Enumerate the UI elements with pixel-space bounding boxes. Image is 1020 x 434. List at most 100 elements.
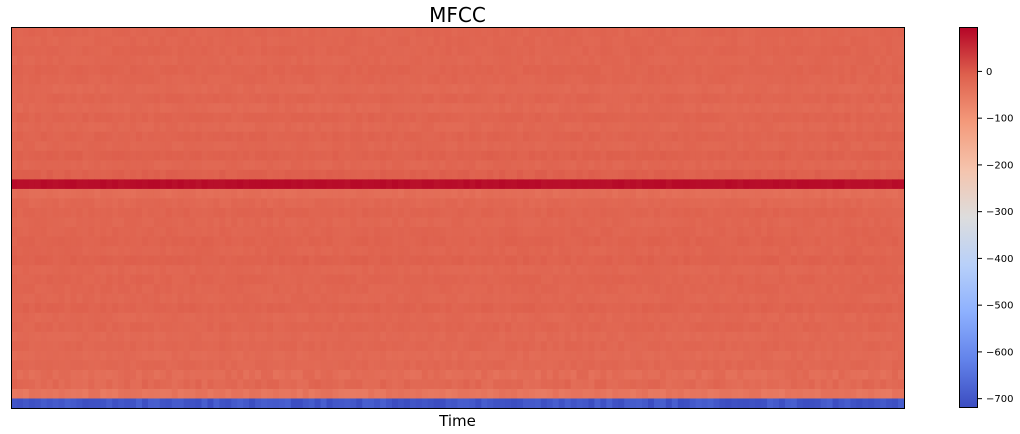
heatmap-cell bbox=[784, 265, 792, 276]
heatmap-cell bbox=[630, 27, 637, 38]
heatmap-cell bbox=[636, 160, 643, 171]
heatmap-cell bbox=[886, 84, 893, 95]
heatmap-cell bbox=[392, 255, 399, 266]
heatmap-cell bbox=[207, 246, 215, 257]
heatmap-cell bbox=[612, 93, 619, 104]
heatmap-cell bbox=[159, 141, 167, 152]
heatmap-row bbox=[11, 27, 905, 38]
heatmap-cell bbox=[201, 293, 209, 304]
heatmap-cell bbox=[112, 179, 119, 190]
heatmap-cell bbox=[517, 131, 524, 142]
heatmap-cell bbox=[665, 312, 673, 323]
heatmap-cell bbox=[415, 331, 423, 342]
heatmap-cell bbox=[725, 274, 732, 285]
heatmap-cell bbox=[743, 188, 750, 200]
heatmap-cell bbox=[386, 293, 393, 304]
heatmap-cell bbox=[671, 217, 679, 228]
heatmap-cell bbox=[147, 255, 155, 266]
heatmap-cell bbox=[624, 331, 631, 342]
heatmap-cell bbox=[255, 303, 262, 314]
heatmap-cell bbox=[171, 36, 179, 47]
heatmap-cell bbox=[624, 55, 631, 66]
heatmap-cell bbox=[16, 331, 24, 342]
heatmap-cell bbox=[826, 179, 834, 190]
heatmap-cell bbox=[88, 141, 95, 152]
heatmap-cell bbox=[862, 274, 869, 285]
heatmap-cell bbox=[713, 84, 721, 95]
heatmap-cell bbox=[189, 207, 197, 219]
heatmap-cell bbox=[141, 112, 149, 123]
heatmap-cell bbox=[600, 217, 607, 228]
heatmap-cell bbox=[677, 188, 685, 200]
heatmap-cell bbox=[517, 331, 524, 342]
heatmap-cell bbox=[368, 265, 375, 276]
heatmap-cell bbox=[737, 255, 744, 266]
heatmap-cell bbox=[618, 74, 625, 85]
heatmap-cell bbox=[278, 150, 286, 161]
heatmap-cell bbox=[16, 93, 24, 104]
heatmap-cell bbox=[290, 112, 298, 123]
heatmap-cell bbox=[58, 293, 66, 304]
heatmap-cell bbox=[219, 46, 226, 57]
heatmap-cell bbox=[237, 236, 244, 247]
heatmap-cell bbox=[683, 74, 691, 85]
heatmap-cell bbox=[880, 255, 887, 266]
heatmap-cell bbox=[153, 312, 161, 323]
heatmap-cell bbox=[546, 93, 554, 104]
heatmap-cell bbox=[118, 284, 125, 295]
heatmap-cell bbox=[630, 265, 637, 276]
heatmap-cell bbox=[778, 93, 786, 104]
heatmap-cell bbox=[237, 255, 244, 266]
heatmap-cell bbox=[58, 227, 66, 238]
heatmap-cell bbox=[255, 36, 262, 47]
heatmap-cell bbox=[350, 46, 357, 57]
heatmap-cell bbox=[392, 46, 399, 57]
heatmap-cell bbox=[213, 236, 220, 247]
heatmap-cell bbox=[832, 150, 840, 161]
heatmap-cell bbox=[392, 93, 399, 104]
heatmap-cell bbox=[76, 36, 84, 47]
heatmap-cell bbox=[195, 93, 203, 104]
heatmap-cell bbox=[28, 112, 36, 123]
heatmap-cell bbox=[445, 293, 453, 304]
heatmap-cell bbox=[362, 236, 369, 247]
heatmap-cell bbox=[386, 169, 393, 181]
heatmap-cell bbox=[58, 331, 66, 342]
heatmap-cell bbox=[743, 160, 750, 171]
heatmap-cell bbox=[445, 103, 453, 114]
heatmap-cell bbox=[868, 255, 875, 266]
heatmap-cell bbox=[778, 246, 786, 257]
heatmap-cell bbox=[136, 227, 143, 238]
heatmap-cell bbox=[719, 198, 726, 209]
heatmap-cell bbox=[737, 131, 744, 142]
heatmap-cell bbox=[648, 179, 655, 190]
heatmap-cell bbox=[249, 169, 256, 181]
heatmap-cell bbox=[475, 331, 482, 342]
heatmap-cell bbox=[272, 27, 280, 38]
heatmap-cell bbox=[34, 179, 42, 190]
heatmap-cell bbox=[421, 246, 429, 257]
heatmap-cell bbox=[594, 122, 601, 133]
heatmap-cell bbox=[171, 169, 179, 181]
heatmap-cell bbox=[76, 274, 84, 285]
heatmap-cell bbox=[719, 150, 726, 161]
heatmap-cell bbox=[380, 36, 387, 47]
heatmap-cell bbox=[653, 312, 661, 323]
heatmap-cell bbox=[380, 303, 387, 314]
heatmap-cell bbox=[612, 227, 619, 238]
heatmap-cell bbox=[898, 65, 905, 76]
heatmap-cell bbox=[326, 179, 334, 190]
heatmap-cell bbox=[231, 179, 238, 190]
heatmap-cell bbox=[588, 84, 596, 95]
heatmap-cell bbox=[618, 150, 625, 161]
heatmap-cell bbox=[695, 312, 703, 323]
heatmap-cell bbox=[528, 274, 536, 285]
heatmap-cell bbox=[814, 188, 822, 200]
heatmap-cell bbox=[374, 312, 381, 323]
heatmap-cell bbox=[362, 265, 369, 276]
heatmap-cell bbox=[761, 236, 768, 247]
heatmap-cell bbox=[630, 55, 637, 66]
heatmap-cell bbox=[832, 293, 840, 304]
heatmap-cell bbox=[386, 274, 393, 285]
heatmap-cell bbox=[898, 103, 905, 114]
